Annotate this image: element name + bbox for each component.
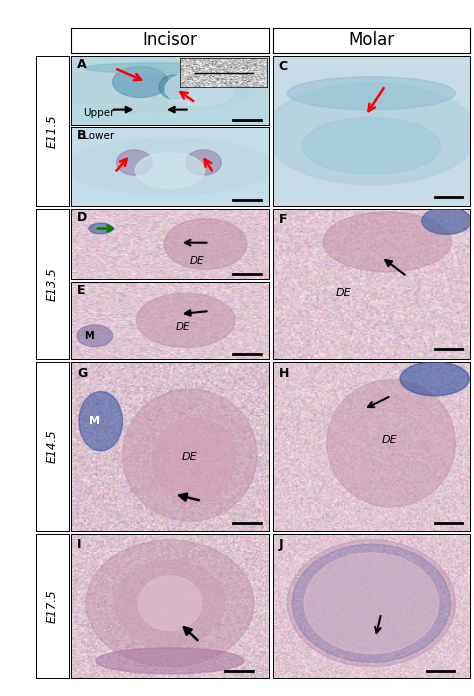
Ellipse shape [50,61,258,113]
Text: H: H [279,367,289,380]
Text: Molar: Molar [348,31,394,49]
Text: DE: DE [182,452,197,462]
Text: E: E [77,284,85,296]
Ellipse shape [327,380,456,507]
Text: M: M [84,331,94,341]
Ellipse shape [79,392,122,451]
Ellipse shape [159,74,189,99]
Ellipse shape [136,152,204,188]
Ellipse shape [89,223,113,234]
Text: DE: DE [336,288,351,298]
Ellipse shape [137,293,235,347]
Text: J: J [279,539,283,551]
Ellipse shape [122,389,257,521]
Ellipse shape [77,325,113,347]
Ellipse shape [152,418,235,503]
Text: D: D [77,211,87,224]
Ellipse shape [116,560,224,647]
Text: E11.5: E11.5 [46,114,59,148]
Text: I: I [77,539,82,551]
Ellipse shape [164,219,247,269]
Text: DE: DE [176,322,191,331]
Ellipse shape [96,648,244,674]
Ellipse shape [165,72,234,106]
Ellipse shape [422,207,471,235]
Ellipse shape [292,544,450,662]
Ellipse shape [264,83,474,185]
Text: F: F [279,213,287,226]
Text: E13.5: E13.5 [46,267,59,301]
Ellipse shape [113,66,168,97]
Ellipse shape [85,63,223,73]
Text: B: B [77,129,87,142]
Text: DE: DE [190,256,204,266]
Ellipse shape [400,362,469,396]
Ellipse shape [323,212,451,272]
Text: Incisor: Incisor [143,31,197,49]
Ellipse shape [117,150,152,175]
Text: Upper: Upper [83,108,114,118]
Text: DE: DE [381,435,397,445]
Text: E14.5: E14.5 [46,430,59,464]
Ellipse shape [304,553,438,654]
Text: A: A [77,58,87,71]
Text: G: G [77,367,87,380]
Ellipse shape [86,540,254,667]
Ellipse shape [302,118,440,175]
Ellipse shape [66,138,273,195]
Ellipse shape [138,576,201,631]
Text: M: M [89,416,100,426]
Ellipse shape [287,77,456,110]
Text: E17.5: E17.5 [46,590,59,623]
Ellipse shape [186,150,221,175]
Ellipse shape [287,540,456,667]
Text: Lower: Lower [83,131,114,141]
Text: C: C [279,60,288,73]
